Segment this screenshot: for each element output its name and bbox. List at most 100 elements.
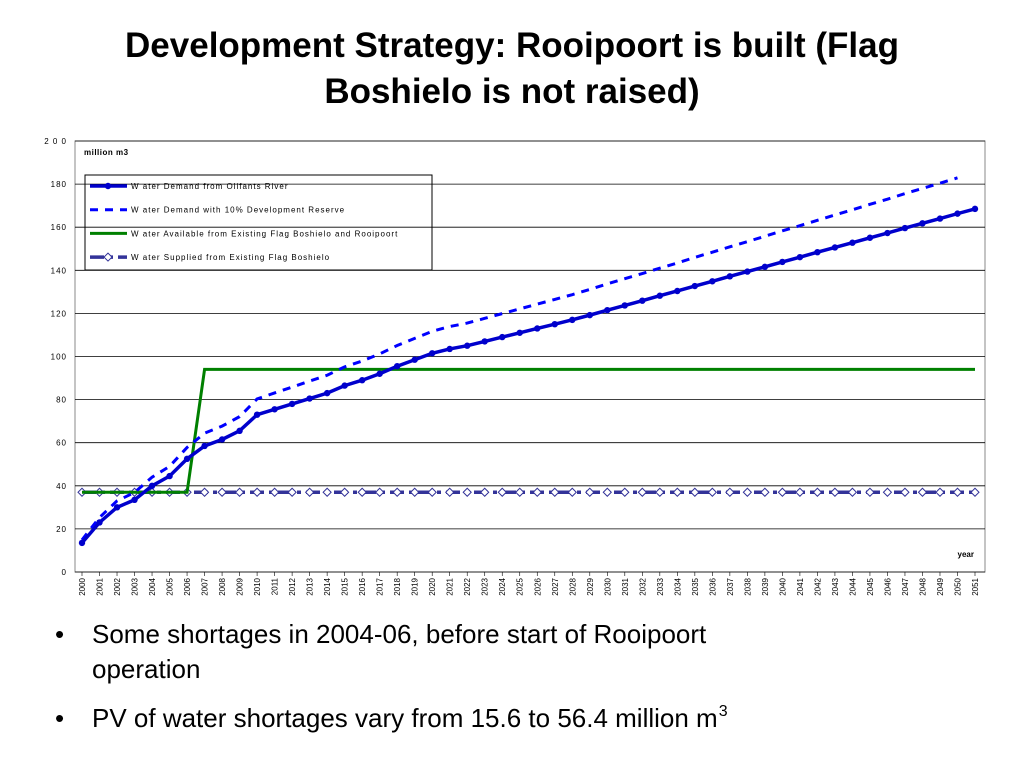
x-tick-label: 2024 — [498, 577, 507, 595]
data-point — [637, 487, 648, 497]
x-tick-label: 2046 — [883, 577, 892, 595]
y-tick-label: 160 — [51, 223, 67, 232]
x-tick-label: 2007 — [201, 577, 210, 595]
data-point — [726, 273, 734, 280]
data-point — [269, 487, 280, 497]
data-point — [919, 220, 926, 227]
series-line — [82, 367, 975, 494]
data-point — [586, 311, 593, 319]
bullet-dot: • — [55, 703, 64, 733]
x-tick-label: 2025 — [516, 577, 525, 595]
data-point — [271, 406, 278, 413]
data-point — [777, 487, 788, 497]
series-line — [80, 176, 958, 541]
data-point — [199, 487, 210, 497]
data-point — [971, 205, 979, 213]
data-point — [709, 278, 716, 285]
x-tick-label: 2031 — [621, 577, 630, 595]
data-point — [672, 487, 683, 497]
data-point — [131, 496, 138, 504]
data-point — [847, 487, 858, 497]
x-tick-label: 2044 — [848, 577, 857, 595]
data-point — [901, 224, 909, 232]
data-point — [917, 487, 928, 497]
data-point — [602, 487, 613, 497]
x-tick-label: 2029 — [586, 577, 595, 595]
bullet-text: operation — [92, 654, 200, 684]
x-tick-label: 2000 — [78, 577, 87, 595]
y-axis-label: million m3 — [84, 148, 129, 157]
data-point — [374, 487, 385, 497]
data-point — [148, 482, 156, 489]
y-tick-label: 40 — [56, 482, 67, 491]
x-tick-label: 2009 — [236, 577, 245, 595]
y-tick-label: 100 — [51, 353, 67, 362]
x-tick-label: 2028 — [568, 577, 577, 595]
data-point — [515, 487, 525, 497]
data-point — [760, 487, 770, 497]
data-point — [936, 215, 944, 222]
data-point — [725, 487, 735, 497]
data-point — [639, 297, 646, 304]
x-tick-label: 2014 — [323, 577, 332, 595]
data-point — [831, 244, 839, 251]
data-point — [392, 487, 402, 497]
data-point — [304, 487, 315, 497]
data-point — [480, 487, 490, 497]
data-point — [78, 539, 86, 547]
x-tick-label: 2003 — [131, 577, 140, 595]
data-point — [218, 436, 226, 443]
y-tick-label: 140 — [51, 266, 67, 275]
data-point — [550, 487, 560, 497]
data-point — [306, 395, 313, 402]
x-tick-label: 2023 — [481, 577, 490, 595]
bullet-dot: • — [55, 619, 64, 649]
x-tick-label: 2004 — [148, 577, 157, 595]
x-axis-label: year — [958, 550, 974, 559]
legend-box — [84, 174, 433, 271]
data-point — [427, 487, 437, 497]
data-point — [814, 248, 821, 256]
data-point — [569, 316, 576, 324]
x-tick-label: 2012 — [288, 577, 297, 595]
y-tick-label: 60 — [56, 439, 67, 448]
legend-marker — [104, 182, 112, 190]
data-point — [954, 210, 961, 217]
data-point — [252, 487, 262, 497]
x-tick-label: 2013 — [306, 577, 315, 595]
data-point — [322, 487, 332, 497]
data-point — [585, 487, 595, 497]
data-point — [428, 350, 436, 357]
bullet-superscript: 3 — [719, 703, 728, 720]
y-tick-label: 120 — [51, 309, 67, 318]
data-point — [462, 487, 472, 497]
x-tick-label: 2041 — [796, 577, 805, 595]
x-tick-label: 2010 — [253, 577, 262, 595]
data-point — [744, 268, 751, 275]
data-point — [812, 487, 823, 497]
x-tick-label: 2006 — [183, 577, 192, 595]
data-point — [393, 362, 401, 370]
x-tick-label: 2021 — [446, 577, 455, 595]
x-tick-label: 2026 — [533, 577, 542, 595]
data-point — [761, 263, 769, 271]
data-point — [742, 487, 753, 497]
data-point — [497, 487, 507, 497]
data-point — [409, 487, 420, 497]
x-tick-label: 2022 — [463, 577, 472, 595]
y-tick-label: 80 — [56, 396, 67, 405]
data-point — [690, 487, 700, 497]
data-point — [620, 487, 630, 497]
x-tick-label: 2002 — [113, 577, 122, 595]
x-tick-label: 2051 — [971, 577, 980, 595]
x-tick-label: 2034 — [673, 577, 682, 595]
bullet-text: PV of water shortages vary from 15.6 to … — [92, 703, 718, 733]
x-tick-label: 2033 — [656, 577, 665, 595]
x-tick-label: 2037 — [726, 577, 735, 595]
data-point — [166, 472, 173, 480]
x-tick-label: 2047 — [901, 577, 910, 595]
data-point — [339, 487, 350, 497]
data-point — [534, 325, 541, 332]
x-tick-label: 2040 — [778, 577, 787, 595]
data-point — [882, 487, 893, 497]
